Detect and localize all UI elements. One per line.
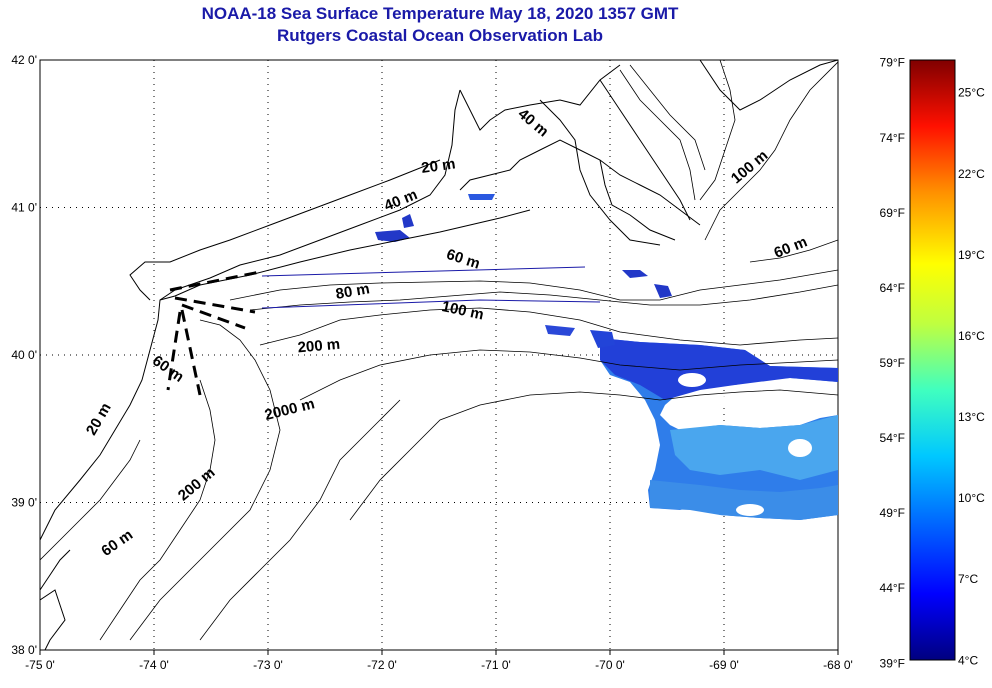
sst-patch-dark — [600, 338, 838, 400]
colorbar-fahrenheit-label: 49°F — [880, 506, 905, 520]
colorbar-fahrenheit-label: 74°F — [880, 131, 905, 145]
lat-tick-label: 42 0' — [11, 53, 37, 67]
colorbar-fahrenheit-label: 44°F — [880, 581, 905, 595]
temperature-colorbar — [909, 59, 956, 661]
bathymetry-contours — [40, 60, 838, 641]
lat-tick-label: 38 0' — [11, 643, 37, 657]
transect-lines — [261, 266, 601, 309]
colorbar-celsius-label: 4°C — [958, 653, 978, 667]
colorbar-fahrenheit-label: 59°F — [880, 356, 905, 370]
colorbar-fahrenheit-label: 79°F — [880, 56, 905, 70]
lon-tick-label: -75 0' — [25, 658, 55, 672]
sst-patch-small — [468, 194, 495, 200]
cloud-gap — [678, 373, 706, 387]
depth-contour-label: 80 m — [334, 280, 371, 303]
cloud-gap — [788, 439, 812, 457]
lon-tick-label: -74 0' — [139, 658, 169, 672]
lat-tick-label: 41 0' — [11, 201, 37, 215]
colorbar-labels: 79°F 74°F 69°F 64°F 59°F 54°F 49°F 44°F 39°F 25°C… — [880, 56, 986, 671]
lon-tick-label: -71 0' — [481, 658, 511, 672]
sst-patch-small — [622, 270, 648, 278]
lon-tick-label: -73 0' — [253, 658, 283, 672]
colorbar-celsius-label: 25°C — [958, 86, 985, 100]
sst-patch-mid — [670, 415, 838, 480]
cloud-gap — [713, 396, 731, 408]
lat-tick-label: 39 0' — [11, 496, 37, 510]
colorbar-fahrenheit-label: 54°F — [880, 431, 905, 445]
shipping-lanes — [166, 270, 261, 396]
sst-patch-south — [650, 480, 838, 520]
lon-tick-label: -72 0' — [367, 658, 397, 672]
map-subtitle: Rutgers Coastal Ocean Observation Lab — [277, 26, 603, 45]
colorbar-celsius-label: 22°C — [958, 167, 985, 181]
colorbar-celsius-label: 10°C — [958, 491, 985, 505]
lon-tick-label: -70 0' — [595, 658, 625, 672]
colorbar-fahrenheit-label: 69°F — [880, 206, 905, 220]
colorbar-fahrenheit-label: 39°F — [880, 656, 905, 670]
sst-patch-small — [375, 230, 410, 242]
colorbar-celsius-label: 7°C — [958, 572, 978, 586]
colorbar-celsius-label: 13°C — [958, 410, 985, 424]
map-title: NOAA-18 Sea Surface Temperature May 18, … — [201, 4, 679, 23]
sst-patch-small — [590, 330, 615, 348]
colorbar-celsius-label: 16°C — [958, 329, 985, 343]
colorbar-fahrenheit-label: 64°F — [880, 281, 905, 295]
lon-tick-label: -69 0' — [709, 658, 739, 672]
sst-patch-small — [654, 284, 672, 298]
lat-tick-label: 40 0' — [11, 348, 37, 362]
sst-patch-small — [402, 214, 414, 228]
sst-data — [375, 194, 838, 520]
cloud-gap — [736, 504, 764, 516]
depth-contour-label: 20 m — [420, 155, 456, 177]
axis-labels: -75 0' -74 0' -73 0' -72 0' -71 0' -70 0' -69 … — [11, 53, 852, 672]
depth-contour-label: 200 m — [297, 336, 341, 357]
colorbar-celsius-label: 19°C — [958, 248, 985, 262]
sst-patch-small — [545, 325, 575, 336]
lon-tick-label: -68 0' — [823, 658, 853, 672]
